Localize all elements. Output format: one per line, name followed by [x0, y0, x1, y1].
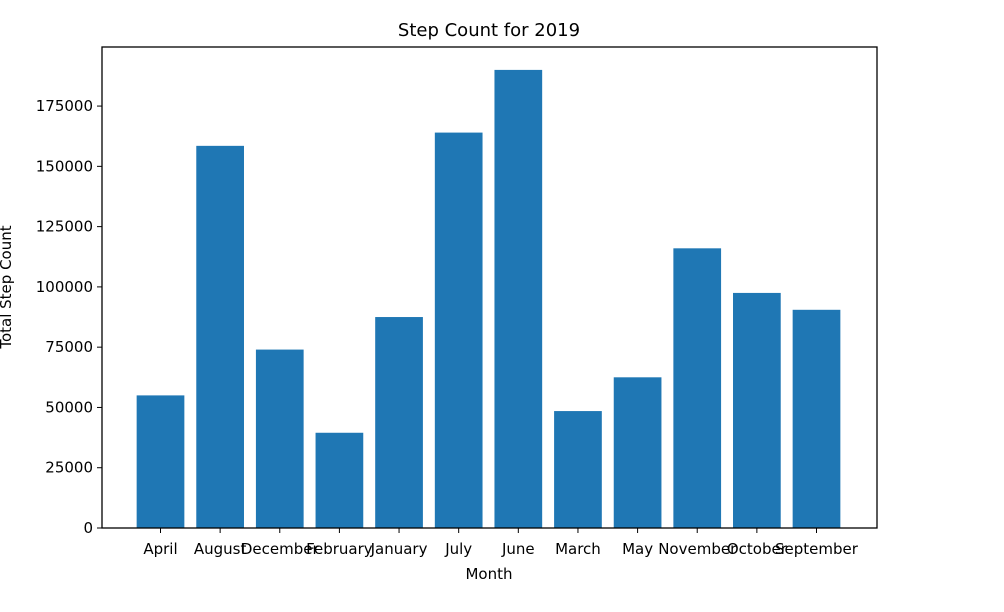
bar-may — [613, 377, 662, 528]
y-axis-ticks: 0 25000 50000 75000 100000 125000 150000 175000 — [36, 97, 102, 537]
x-tick-label: November — [658, 540, 737, 558]
bar-february — [315, 432, 364, 528]
bar-april — [136, 395, 185, 528]
plot-frame — [101, 46, 878, 529]
y-tick-label: 175000 — [36, 97, 93, 115]
y-tick-label: 150000 — [36, 157, 93, 175]
bar-january — [375, 317, 423, 528]
x-tick-label: October — [727, 540, 788, 558]
y-tick-label: 0 — [83, 519, 93, 537]
x-tick-label: January — [370, 540, 428, 558]
x-tick-label: September — [775, 540, 859, 558]
bar-july — [434, 132, 483, 528]
x-tick-label: December — [241, 540, 320, 558]
x-tick-label: June — [501, 540, 535, 558]
x-tick-label: August — [194, 540, 247, 558]
x-axis-label: Month — [465, 565, 512, 583]
bars-layer — [136, 69, 841, 529]
y-tick-label: 50000 — [45, 398, 93, 416]
bar-november — [673, 248, 722, 528]
x-tick-label: March — [555, 540, 601, 558]
x-tick-label: May — [622, 540, 653, 558]
bar-december — [255, 349, 304, 528]
bar-october — [733, 292, 781, 528]
chart-title: Step Count for 2019 — [398, 20, 580, 41]
y-tick-label: 125000 — [36, 218, 93, 236]
y-tick-label: 100000 — [36, 278, 93, 296]
x-tick-label: April — [143, 540, 177, 558]
bar-march — [554, 411, 602, 528]
y-axis-label: Total Step Count — [0, 225, 15, 349]
x-tick-label: February — [306, 540, 373, 558]
bar-june — [494, 69, 543, 529]
bar-august — [196, 145, 244, 528]
y-tick-label: 75000 — [45, 338, 93, 356]
bar-september — [792, 309, 841, 528]
y-tick-label: 25000 — [45, 459, 93, 477]
x-tick-label: July — [444, 540, 472, 558]
